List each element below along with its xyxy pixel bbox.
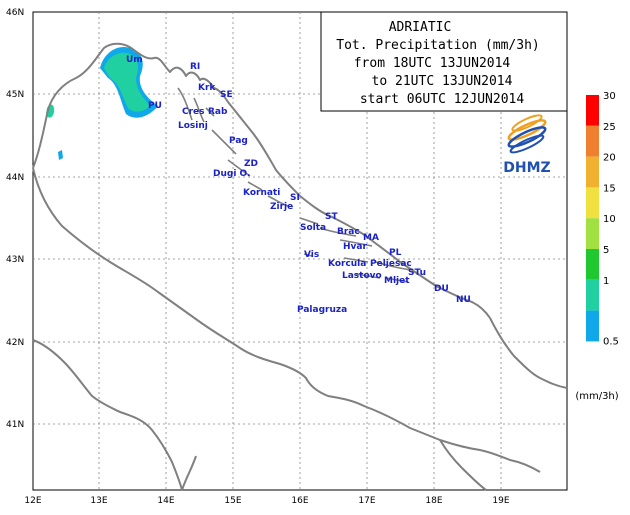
title-line-3: from 18UTC 13JUN2014 [354, 56, 511, 71]
coastline [32, 42, 568, 491]
legend-swatch [586, 310, 599, 342]
logo-swirl-icon [507, 114, 547, 154]
lon-label: 15E [224, 496, 241, 506]
legend-swatch [586, 156, 599, 188]
place-label: Cres [182, 107, 205, 117]
place-label: Zirje [270, 202, 293, 212]
legend-swatch [586, 187, 599, 219]
place-label: Hvar [343, 242, 367, 252]
islands [177, 87, 411, 283]
logo-text: DHMZ [503, 160, 550, 176]
place-label: MA [363, 233, 379, 243]
lon-label: 18E [425, 496, 442, 506]
legend-swatch [586, 218, 599, 249]
legend-label: 15 [603, 183, 616, 194]
place-label: SE [220, 90, 233, 100]
dhmz-logo: DHMZ [503, 114, 551, 176]
title-line-4: to 21UTC 13JUN2014 [372, 74, 513, 89]
lat-label: 42N [6, 338, 24, 348]
legend-label: 25 [603, 122, 616, 133]
place-label: SI [290, 193, 300, 203]
longitude-labels: 12E 13E 14E 15E 16E 17E 18E 19E [24, 496, 509, 506]
place-label: Krk [198, 83, 216, 93]
place-label: Um [126, 55, 143, 65]
color-legend: 30 25 20 15 10 5 1 0.5 [586, 91, 619, 347]
legend-label: 0.5 [603, 336, 619, 347]
title-line-5: start 06UTC 12JUN2014 [360, 92, 525, 107]
place-labels: Um PU RI Krk SE Cres Rab Losinj Pag ZD D… [126, 55, 471, 315]
place-label: Pag [229, 136, 248, 146]
place-label: Kornati [243, 188, 280, 198]
place-label: Brac [337, 227, 360, 237]
lon-label: 14E [157, 496, 174, 506]
place-label: Dugi O. [213, 169, 250, 179]
lon-label: 12E [24, 496, 41, 506]
place-label: PU [148, 101, 162, 111]
place-label: RI [190, 62, 200, 72]
legend-swatch [586, 279, 599, 311]
place-label: Korcula [328, 259, 366, 269]
title-line-2: Tot. Precipitation (mm/3h) [336, 38, 540, 53]
latitude-labels: 46N 45N 44N 43N 42N 41N [6, 8, 24, 430]
lat-label: 44N [6, 173, 24, 183]
legend-label: 30 [603, 91, 616, 102]
lon-label: 16E [291, 496, 308, 506]
title-line-1: ADRIATIC [389, 20, 452, 35]
lat-label: 43N [6, 255, 24, 265]
legend-swatch [586, 125, 599, 157]
lon-label: 19E [492, 496, 509, 506]
legend-label: 10 [603, 214, 616, 225]
legend-swatch [586, 95, 599, 126]
lat-label: 41N [6, 420, 24, 430]
place-label: STu [408, 268, 426, 278]
title-box: ADRIATIC Tot. Precipitation (mm/3h) from… [320, 11, 568, 112]
place-label: Rab [208, 107, 228, 117]
legend-label: 20 [603, 153, 616, 164]
legend-unit: (mm/3h) [575, 391, 618, 402]
place-label: Solta [300, 223, 326, 233]
lon-label: 13E [90, 496, 107, 506]
place-label: ZD [244, 159, 258, 169]
place-label: Losinj [178, 121, 208, 131]
legend-label: 5 [603, 245, 609, 256]
lat-label: 46N [6, 8, 24, 18]
lat-label: 45N [6, 90, 24, 100]
place-label: Mljet [384, 276, 410, 286]
place-label: Peljesac [370, 259, 412, 269]
place-label: PL [389, 248, 402, 258]
lon-label: 17E [358, 496, 375, 506]
place-label: DU [434, 284, 449, 294]
place-label: Palagruza [297, 305, 347, 315]
legend-swatch [586, 249, 599, 280]
place-label: ST [325, 212, 338, 222]
place-label: Vis [304, 250, 319, 260]
place-label: NU [456, 295, 471, 305]
place-label: Lastovo [342, 271, 382, 281]
legend-label: 1 [603, 276, 609, 287]
